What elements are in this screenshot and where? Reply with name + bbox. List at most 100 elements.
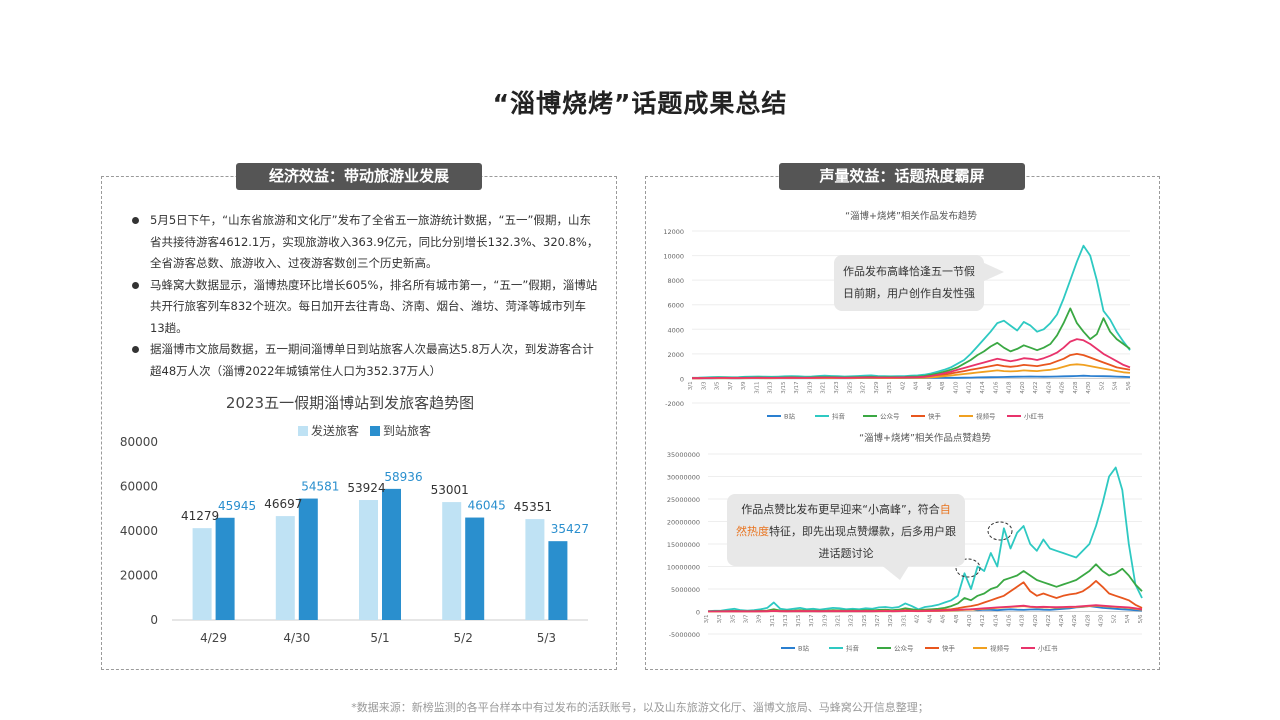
x-tick-label: 4/18: [1020, 614, 1026, 627]
x-tick-label: 3/3: [717, 614, 723, 623]
legend-label: 视频号: [990, 644, 1010, 653]
data-label-send: 46697: [264, 497, 302, 511]
post-peak-callout: 作品发布高峰恰逢五一节假 日前期，用户创作自发性强: [834, 255, 984, 311]
x-tick-label: 3/15: [781, 381, 787, 394]
callout-text: 特征，即先出现点赞爆款，后多用户跟: [769, 525, 956, 538]
legend-swatch-send: [298, 426, 308, 436]
x-tick-label: 4/4: [928, 614, 934, 623]
y-tick-label: -2000: [665, 400, 684, 408]
y-tick-label: 2000: [667, 351, 684, 359]
y-tick-label: 25000000: [667, 496, 700, 504]
y-tick-label: 0: [696, 609, 700, 617]
data-label-arrive: 35427: [551, 522, 589, 536]
bar-send: [192, 528, 212, 620]
legend-label: 快手: [942, 644, 956, 653]
data-label-arrive: 45945: [218, 499, 256, 513]
x-tick-label: 4/6: [941, 614, 947, 623]
highlight-circle: [987, 521, 1013, 541]
callout-line: 作品发布高峰恰逢五一节假: [843, 265, 975, 278]
x-tick-label: 4/20: [1020, 381, 1026, 394]
x-tick-label: 3/31: [901, 615, 907, 627]
bullet-item: 据淄博市文旅局数据，五一期间淄博单日到站旅客人次最高达5.8万人次，到发游客合计…: [130, 339, 600, 382]
x-tick-label: 3/13: [768, 381, 774, 394]
x-tick-label: 5/6: [1126, 381, 1132, 390]
chart-title: 2023五一假期淄博站到发旅客趋势图: [226, 394, 474, 412]
callout-line: 然热度特征，即先出现点赞爆款，后多用户跟: [727, 521, 965, 543]
likes-peak-callout: 作品点赞比发布更早迎来“小高峰”，符合自 然热度特征，即先出现点赞爆款，后多用户…: [727, 494, 965, 566]
data-label-arrive: 58936: [384, 470, 422, 484]
bullet-text: 5月5日下午，“山东省旅游和文化厅”发布了全省五一旅游统计数据，“五一”假期，山…: [150, 213, 599, 270]
x-tick-label: 4/22: [1033, 381, 1039, 393]
x-tick-label: 3/7: [743, 614, 749, 623]
x-tick-label: 4/12: [967, 381, 973, 393]
y-tick-label: 12000: [663, 228, 684, 236]
x-tick-label: 5/2: [1099, 381, 1105, 390]
y-tick-label: 10000: [663, 253, 684, 261]
economic-badge: 经济效益：带动旅游业发展: [236, 163, 482, 190]
x-tick-label: 3/25: [862, 614, 868, 627]
callout-text: 作品点赞比发布更早迎来“小高峰”，符合: [741, 503, 940, 516]
y-tick-label: 10000000: [667, 564, 700, 572]
data-label-send: 53001: [431, 483, 469, 497]
x-tick-label: 4/30: [1099, 614, 1105, 627]
bar-send: [359, 500, 378, 620]
series-line-小红书: [692, 338, 1131, 380]
x-tick-label: 5/2: [454, 631, 473, 645]
x-tick-label: 4/26: [1060, 381, 1066, 394]
y-tick-label: 40000: [120, 524, 158, 538]
y-tick-label: 0: [150, 613, 158, 627]
y-tick-label: 20000000: [667, 519, 700, 527]
bullet-text: 据淄博市文旅局数据，五一期间淄博单日到站旅客人次最高达5.8万人次，到发游客合计…: [150, 342, 594, 378]
y-tick-label: 8000: [667, 277, 684, 285]
x-tick-label: 3/23: [849, 614, 855, 627]
y-tick-label: 30000000: [667, 474, 700, 482]
bar-send: [275, 516, 295, 620]
x-tick-label: 4/30: [283, 631, 310, 645]
highlight-circle: [955, 558, 981, 578]
bullet-dot-icon: [132, 346, 139, 353]
y-tick-label: 20000: [120, 569, 158, 583]
x-tick-label: 3/19: [822, 614, 828, 627]
bar-arrive: [465, 517, 485, 620]
y-tick-label: 80000: [120, 435, 158, 449]
x-tick-label: 4/2: [900, 381, 906, 390]
series-line-小红书: [708, 604, 1143, 613]
x-tick-label: 3/17: [809, 614, 815, 627]
legend-label: 抖音: [832, 412, 846, 421]
legend-swatch-arrive: [370, 426, 380, 436]
series-line-公众号: [707, 563, 1143, 613]
x-tick-label: 5/3: [537, 631, 556, 645]
data-label-arrive: 46045: [468, 499, 506, 513]
x-tick-label: 3/11: [754, 381, 760, 393]
chart-title: “淄博+烧烤”相关作品点赞趋势: [859, 432, 991, 444]
x-tick-label: 4/29: [200, 631, 227, 645]
x-tick-label: 3/5: [730, 614, 736, 623]
x-tick-label: 5/6: [1138, 614, 1144, 623]
x-tick-label: 4/24: [1046, 381, 1052, 394]
x-tick-label: 4/22: [1046, 615, 1052, 627]
x-tick-label: 4/28: [1073, 381, 1079, 394]
y-tick-label: 6000: [667, 302, 684, 310]
y-tick-label: -5000000: [669, 631, 700, 639]
bullet-item: 5月5日下午，“山东省旅游和文化厅”发布了全省五一旅游统计数据，“五一”假期，山…: [130, 210, 600, 275]
x-tick-label: 3/29: [874, 381, 880, 394]
x-tick-label: 4/14: [993, 614, 999, 627]
bar-send: [442, 502, 462, 620]
x-tick-label: 3/3: [701, 381, 707, 390]
x-tick-label: 3/13: [783, 614, 789, 627]
x-tick-label: 3/17: [794, 381, 800, 394]
x-tick-label: 4/26: [1072, 614, 1078, 627]
x-tick-label: 3/9: [757, 614, 763, 623]
callout-highlight: 自: [939, 503, 951, 516]
chart-title: “淄博+烧烤”相关作品发布趋势: [845, 210, 977, 222]
callout-line: 日前期，用户创作自发性强: [843, 287, 975, 300]
x-tick-label: 5/1: [370, 631, 389, 645]
data-source-footnote: *数据来源：新榜监测的各平台样本中有过发布的活跃账号，以及山东旅游文化厅、淄博文…: [351, 701, 929, 714]
y-tick-label: 60000: [120, 480, 158, 494]
volume-badge: 声量效益：话题热度霸屏: [779, 163, 1025, 190]
legend-label: 视频号: [976, 412, 996, 421]
x-tick-label: 3/25: [847, 381, 853, 394]
x-tick-label: 3/5: [715, 381, 721, 390]
x-tick-label: 4/18: [1007, 381, 1013, 394]
